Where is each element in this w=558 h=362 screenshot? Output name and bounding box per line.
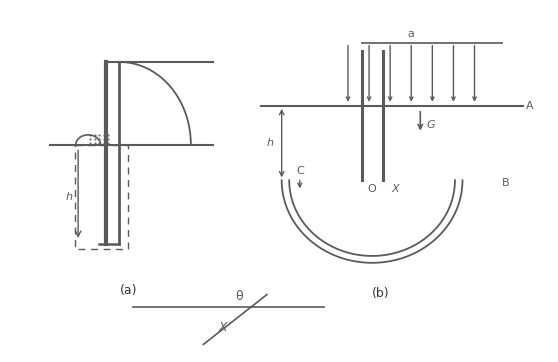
Text: (b): (b): [372, 287, 390, 300]
Text: G: G: [426, 120, 435, 130]
Text: A: A: [526, 101, 533, 111]
Text: h: h: [266, 138, 273, 148]
Text: X: X: [218, 321, 227, 334]
Text: C: C: [296, 166, 304, 176]
Text: h: h: [66, 192, 73, 202]
Text: B: B: [502, 178, 509, 188]
Text: X: X: [392, 184, 400, 194]
Text: O: O: [368, 184, 376, 194]
Text: θ: θ: [235, 290, 243, 303]
Text: (a): (a): [119, 284, 137, 297]
Text: a: a: [408, 29, 415, 39]
